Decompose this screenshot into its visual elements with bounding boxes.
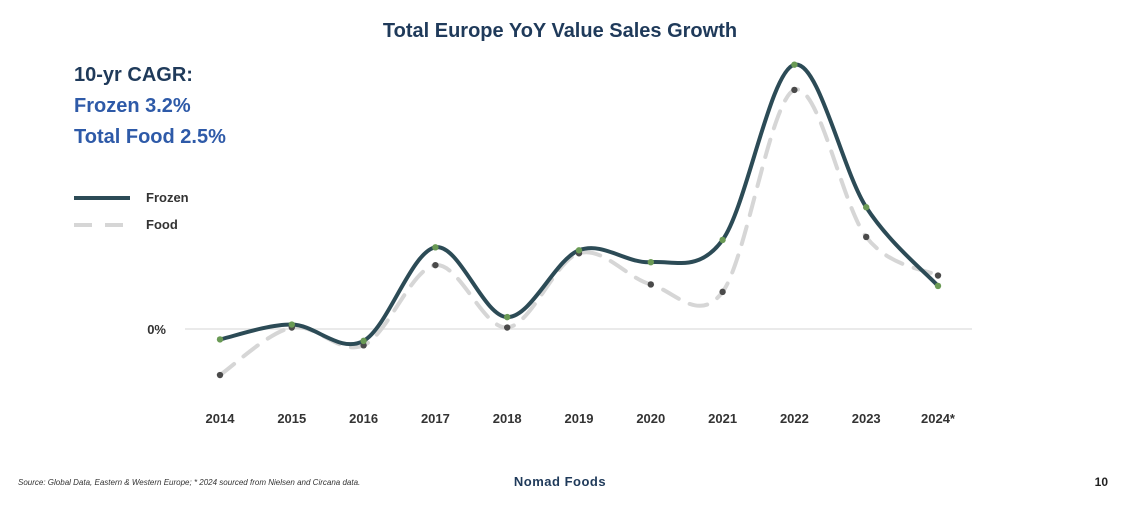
point-food-2016 [360, 342, 367, 349]
cagr-box: 10-yr CAGR: Frozen 3.2% Total Food 2.5% [74, 64, 226, 157]
chart-legend: Frozen Food [74, 184, 189, 238]
point-food-2023 [863, 233, 870, 241]
point-food-2017 [432, 261, 439, 269]
legend-swatch-frozen [74, 195, 130, 200]
legend-swatch-food [74, 222, 130, 227]
cagr-frozen: Frozen 3.2% [74, 95, 191, 117]
series-line-food [218, 87, 940, 378]
legend-item-food: Food [74, 211, 189, 238]
point-frozen-2018 [504, 313, 511, 321]
point-frozen-2021 [719, 236, 726, 244]
x-tick-label-2024: 2024* [921, 411, 956, 426]
legend-label-food: Food [146, 217, 178, 232]
x-tick-label-2020: 2020 [636, 411, 665, 426]
cagr-heading: 10-yr CAGR: [74, 64, 193, 86]
x-tick-label-2023: 2023 [852, 411, 881, 426]
point-frozen-2024 [934, 282, 942, 290]
point-frozen-2016 [360, 337, 367, 345]
x-tick-label-2022: 2022 [780, 411, 809, 426]
chart-title: Total Europe YoY Value Sales Growth [382, 20, 738, 42]
point-food-2024 [934, 272, 942, 279]
x-tick-label-2017: 2017 [421, 411, 450, 426]
x-tick-label-2015: 2015 [277, 411, 306, 426]
point-frozen-2014 [216, 336, 224, 343]
x-tick-label-2014: 2014 [206, 411, 236, 426]
page-number: 10 [1094, 475, 1108, 489]
point-food-2014 [216, 371, 224, 379]
legend-label-frozen: Frozen [146, 190, 189, 205]
point-food-2018 [504, 324, 511, 331]
point-frozen-2022 [791, 61, 798, 68]
point-frozen-2017 [432, 244, 439, 251]
legend-item-frozen: Frozen [74, 184, 189, 211]
point-frozen-2020 [647, 258, 654, 266]
x-tick-label-2021: 2021 [708, 411, 737, 426]
x-tick-label-2018: 2018 [493, 411, 522, 426]
series-line-frozen [218, 62, 940, 347]
point-frozen-2015 [288, 321, 295, 328]
point-frozen-2023 [863, 204, 870, 211]
x-tick-label-2016: 2016 [349, 411, 378, 426]
point-food-2021 [719, 288, 726, 296]
point-frozen-2019 [575, 247, 583, 254]
point-food-2020 [647, 281, 654, 288]
x-tick-label-2019: 2019 [565, 411, 594, 426]
point-food-2022 [791, 86, 798, 94]
source-note: Source: Global Data, Eastern & Western E… [18, 478, 361, 487]
brand-logo: Nomad Foods [513, 474, 607, 489]
zero-axis-label: 0% [147, 322, 166, 337]
cagr-food: Total Food 2.5% [74, 126, 226, 148]
